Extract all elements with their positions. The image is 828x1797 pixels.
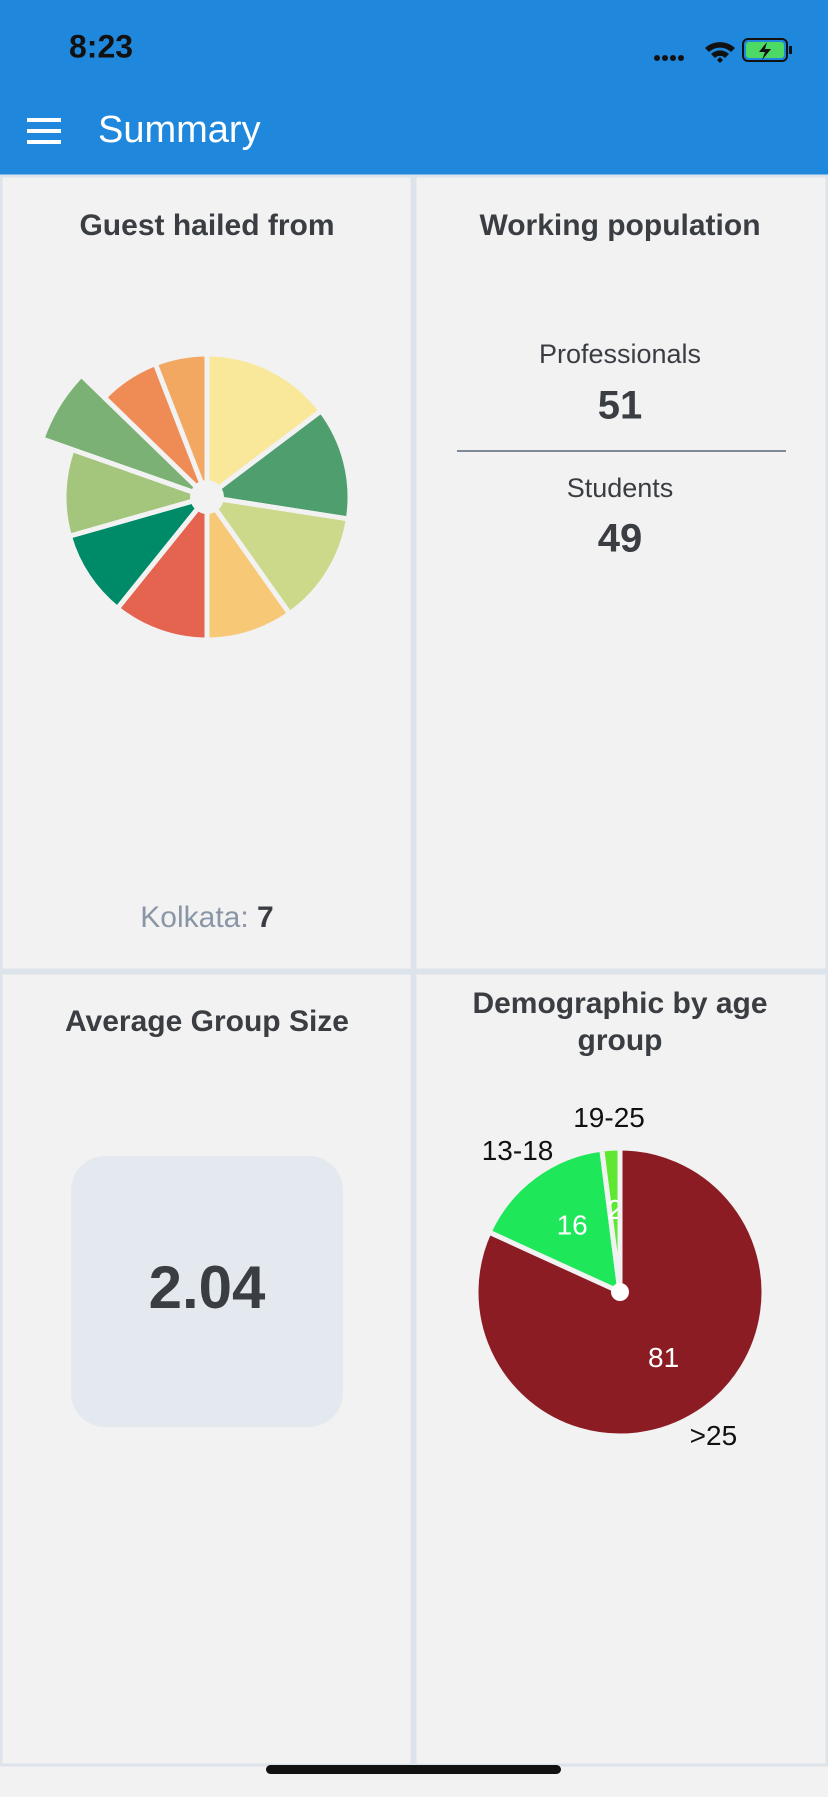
card-title: Guest hailed from: [79, 209, 334, 242]
slice-value: 16: [557, 1209, 588, 1240]
header-title: Summary: [98, 109, 261, 151]
group-size: 2.04: [149, 1254, 266, 1321]
card-title: Working population: [479, 209, 760, 242]
guest-pie: [39, 351, 353, 643]
menu-button[interactable]: [27, 118, 61, 144]
pie-slice: [204, 351, 324, 500]
pie-slice: [39, 372, 210, 500]
status-time: 8:23: [69, 28, 133, 64]
slice-label: 19-25: [573, 1102, 645, 1133]
slice-value: 7: [257, 901, 274, 934]
cards-grid: [0, 174, 828, 1767]
pie-slice: [204, 494, 351, 617]
slice-label: 13-18: [482, 1135, 554, 1166]
pie-slice: [114, 494, 210, 643]
pie-slice: [486, 1146, 623, 1295]
card-title: Demographic by age group: [472, 987, 767, 1057]
pie-slice: [152, 351, 210, 500]
status-icons: [654, 38, 792, 63]
value-box: [71, 1156, 343, 1427]
stat-value: 49: [598, 517, 643, 561]
slice-label: >25: [690, 1420, 738, 1451]
app-bar: [0, 0, 828, 175]
selected-slice-label: Kolkata: 7: [140, 901, 273, 934]
stat-label: Students: [567, 473, 674, 503]
stat-value: 51: [598, 384, 643, 428]
pie-hole: [190, 480, 224, 514]
stat-label: Professionals: [539, 339, 701, 369]
slice-value: 81: [648, 1342, 679, 1373]
slice-name: Kolkata:: [140, 901, 248, 934]
card-title: Average Group Size: [65, 1005, 349, 1038]
home-indicator: [266, 1765, 561, 1774]
pie-slice: [204, 408, 353, 522]
pie-center: [611, 1283, 629, 1301]
